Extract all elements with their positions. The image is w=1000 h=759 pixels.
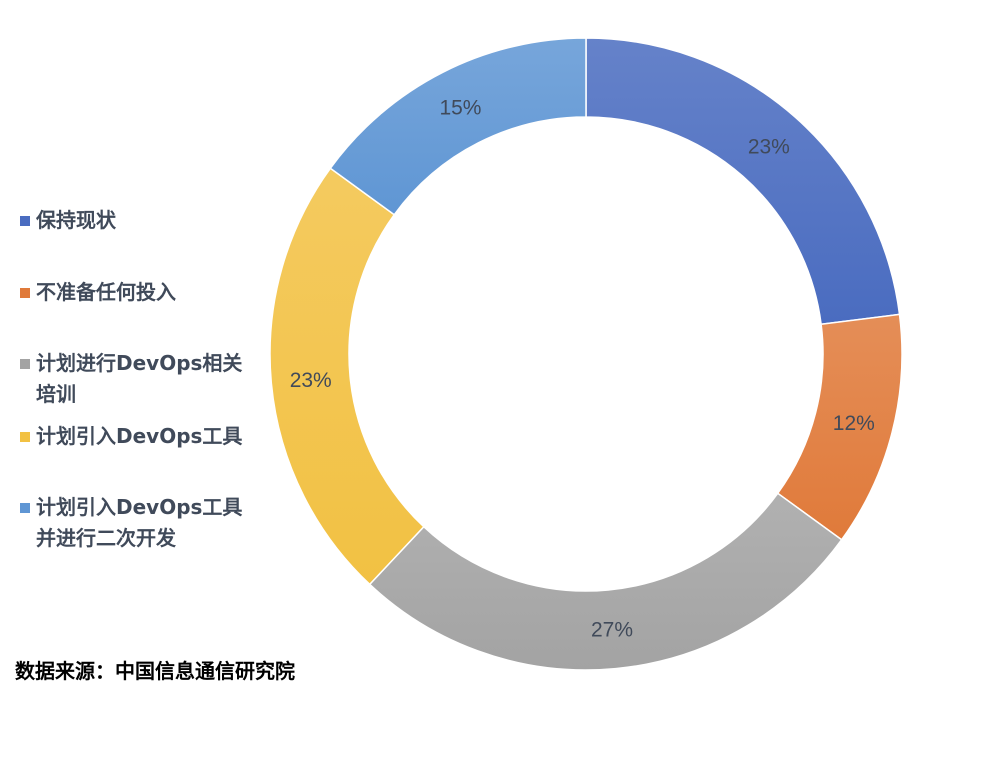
data-label: 27% <box>591 618 633 641</box>
donut-slice <box>368 492 843 671</box>
legend-item-tools-dev: 计划引入DevOps工具并进行二次开发 <box>20 492 260 554</box>
legend-swatch <box>20 503 30 513</box>
legend-swatch <box>20 432 30 442</box>
legend-label: 不准备任何投入 <box>36 280 176 304</box>
source-note: 数据来源：中国信息通信研究院 <box>15 659 295 683</box>
legend-label: 计划进行DevOps相关培训 <box>36 351 243 406</box>
data-label: 23% <box>748 136 790 159</box>
data-label: 12% <box>833 412 875 435</box>
data-label: 15% <box>439 97 481 120</box>
legend-label: 计划引入DevOps工具并进行二次开发 <box>36 495 243 550</box>
legend-swatch <box>20 288 30 298</box>
legend-item-no-investment: 不准备任何投入 <box>20 277 260 308</box>
legend-swatch <box>20 216 30 226</box>
donut-slice <box>585 37 901 326</box>
legend-label: 计划引入DevOps工具 <box>36 424 243 448</box>
legend-swatch <box>20 359 30 369</box>
data-label: 23% <box>290 369 332 392</box>
donut-slice <box>329 37 587 216</box>
legend-item-training: 计划进行DevOps相关培训 <box>20 348 260 410</box>
legend-label: 保持现状 <box>36 208 116 232</box>
legend-item-maintain: 保持现状 <box>20 205 260 236</box>
legend-item-tools: 计划引入DevOps工具 <box>20 421 260 452</box>
